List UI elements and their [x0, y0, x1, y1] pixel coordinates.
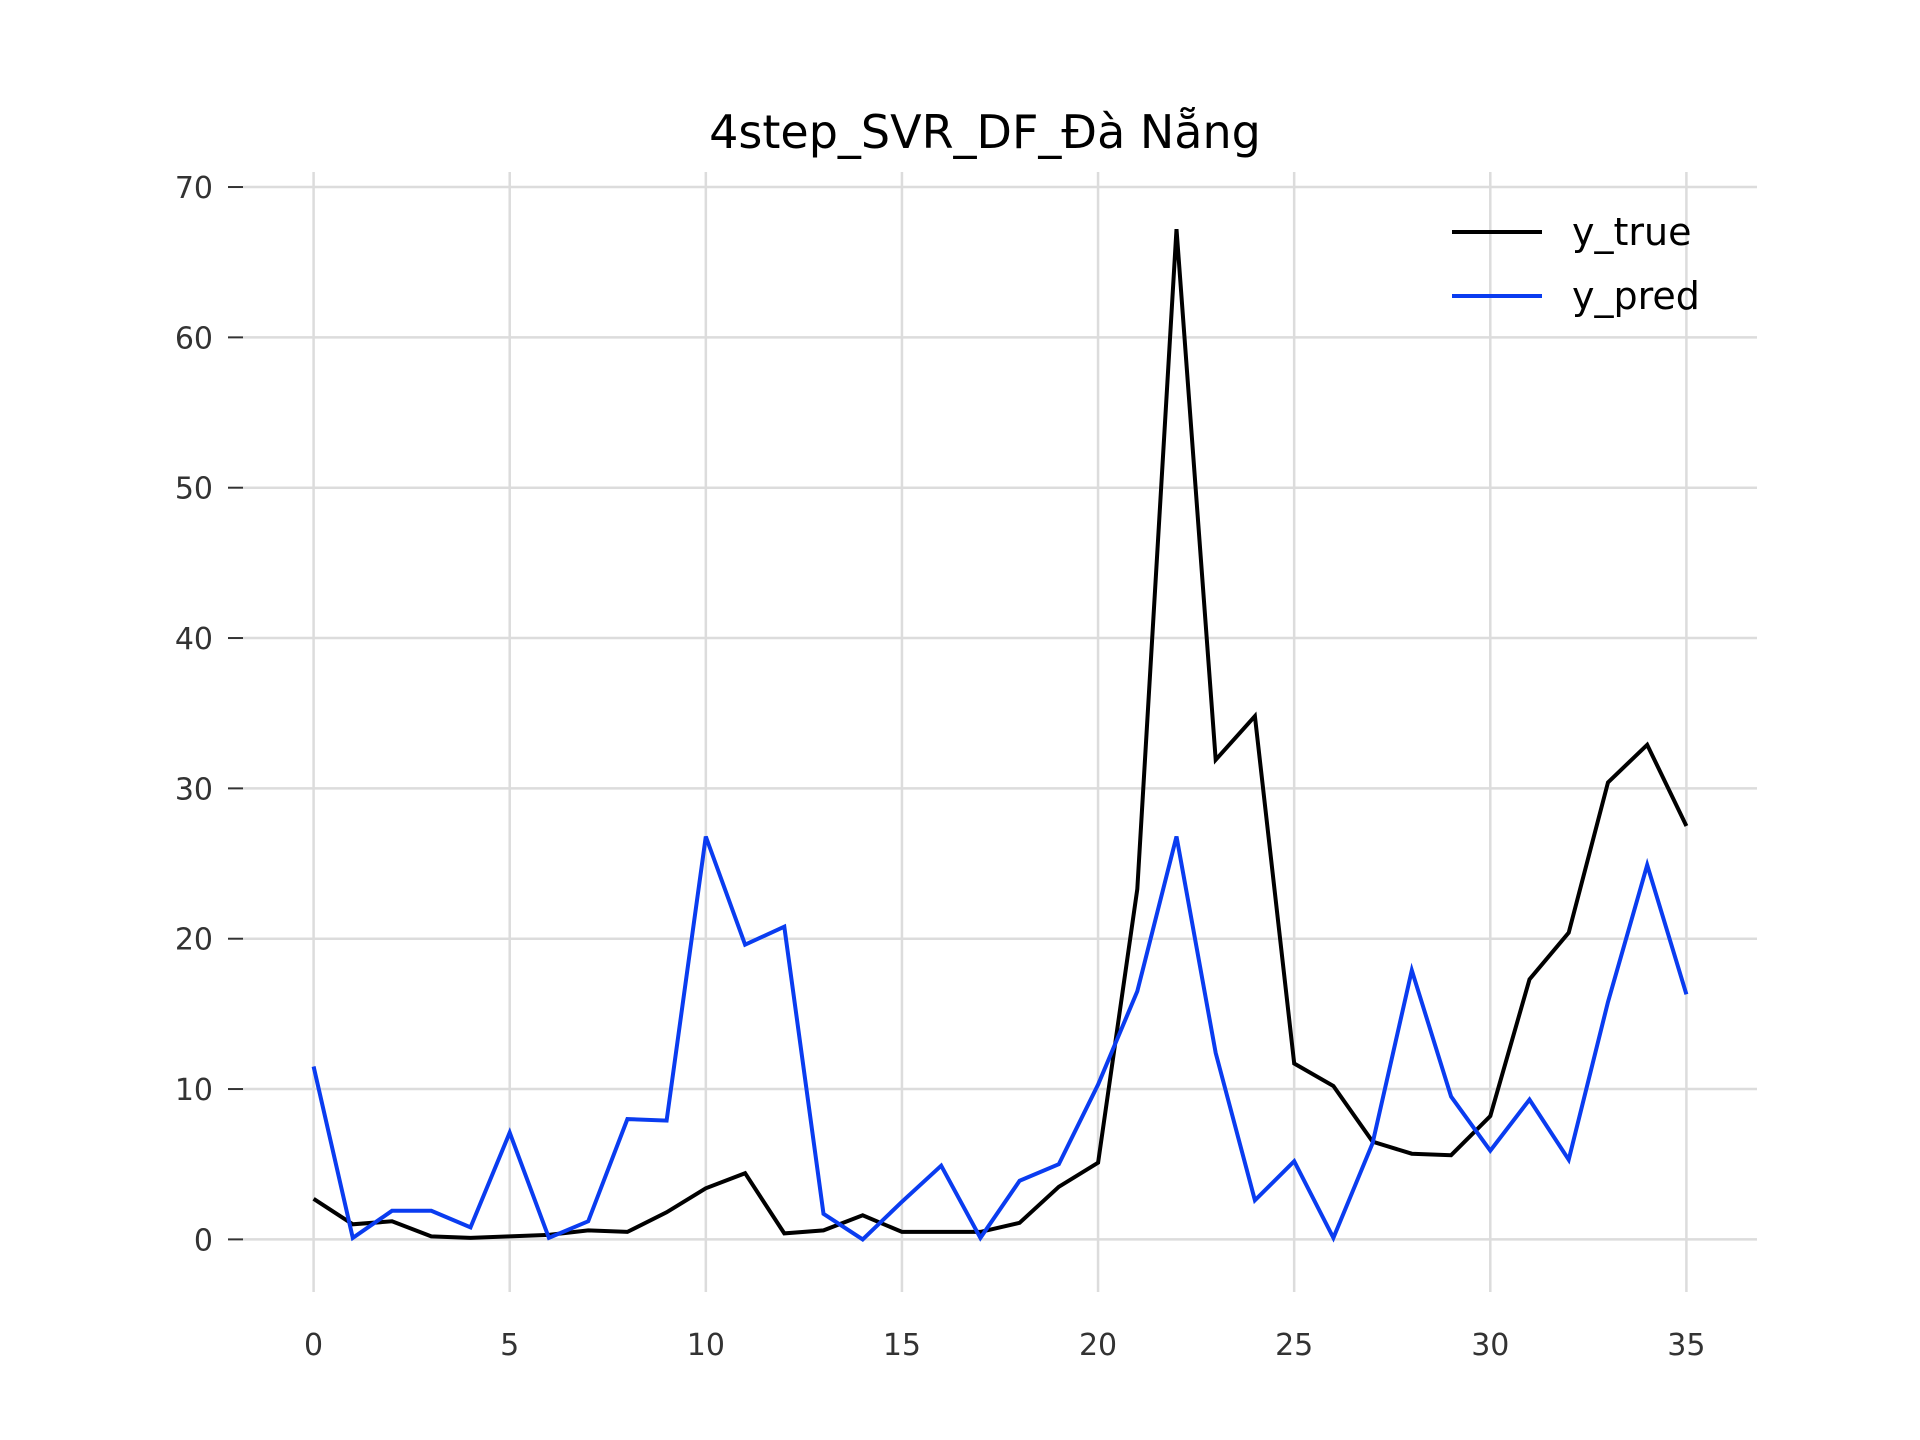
x-tick-label: 5	[500, 1328, 519, 1363]
legend-label: y_true	[1572, 210, 1691, 254]
y-tick-label: 60	[175, 321, 213, 356]
series-line-y-pred	[311, 835, 1689, 1243]
legend: y_true y_pred	[1452, 210, 1700, 318]
axes: 0 10 20 30 40 50 60 70 0 5 10 15 20 25 30 35	[175, 171, 1706, 1363]
y-tick-label: 20	[175, 923, 213, 958]
x-tick-label: 10	[687, 1328, 725, 1363]
grid	[243, 172, 1757, 1292]
series-line-y-true	[312, 228, 1689, 1240]
x-tick-label: 35	[1667, 1328, 1705, 1363]
x-tick-label: 0	[304, 1328, 323, 1363]
y-tick-label: 40	[175, 622, 213, 657]
x-tick-label: 20	[1079, 1328, 1117, 1363]
y-tick-label: 50	[175, 472, 213, 507]
legend-label: y_pred	[1572, 274, 1700, 318]
y-tick-label: 30	[175, 772, 213, 807]
y-tick-label: 70	[175, 171, 213, 206]
chart-title: 4step_SVR_DF_Đà Nẵng	[709, 105, 1261, 159]
x-tick-label: 15	[883, 1328, 921, 1363]
x-tick-label: 25	[1275, 1328, 1313, 1363]
x-tick-label: 30	[1471, 1328, 1509, 1363]
y-tick-label: 10	[175, 1073, 213, 1108]
y-tick-label: 0	[194, 1223, 213, 1258]
series-lines	[311, 228, 1689, 1243]
